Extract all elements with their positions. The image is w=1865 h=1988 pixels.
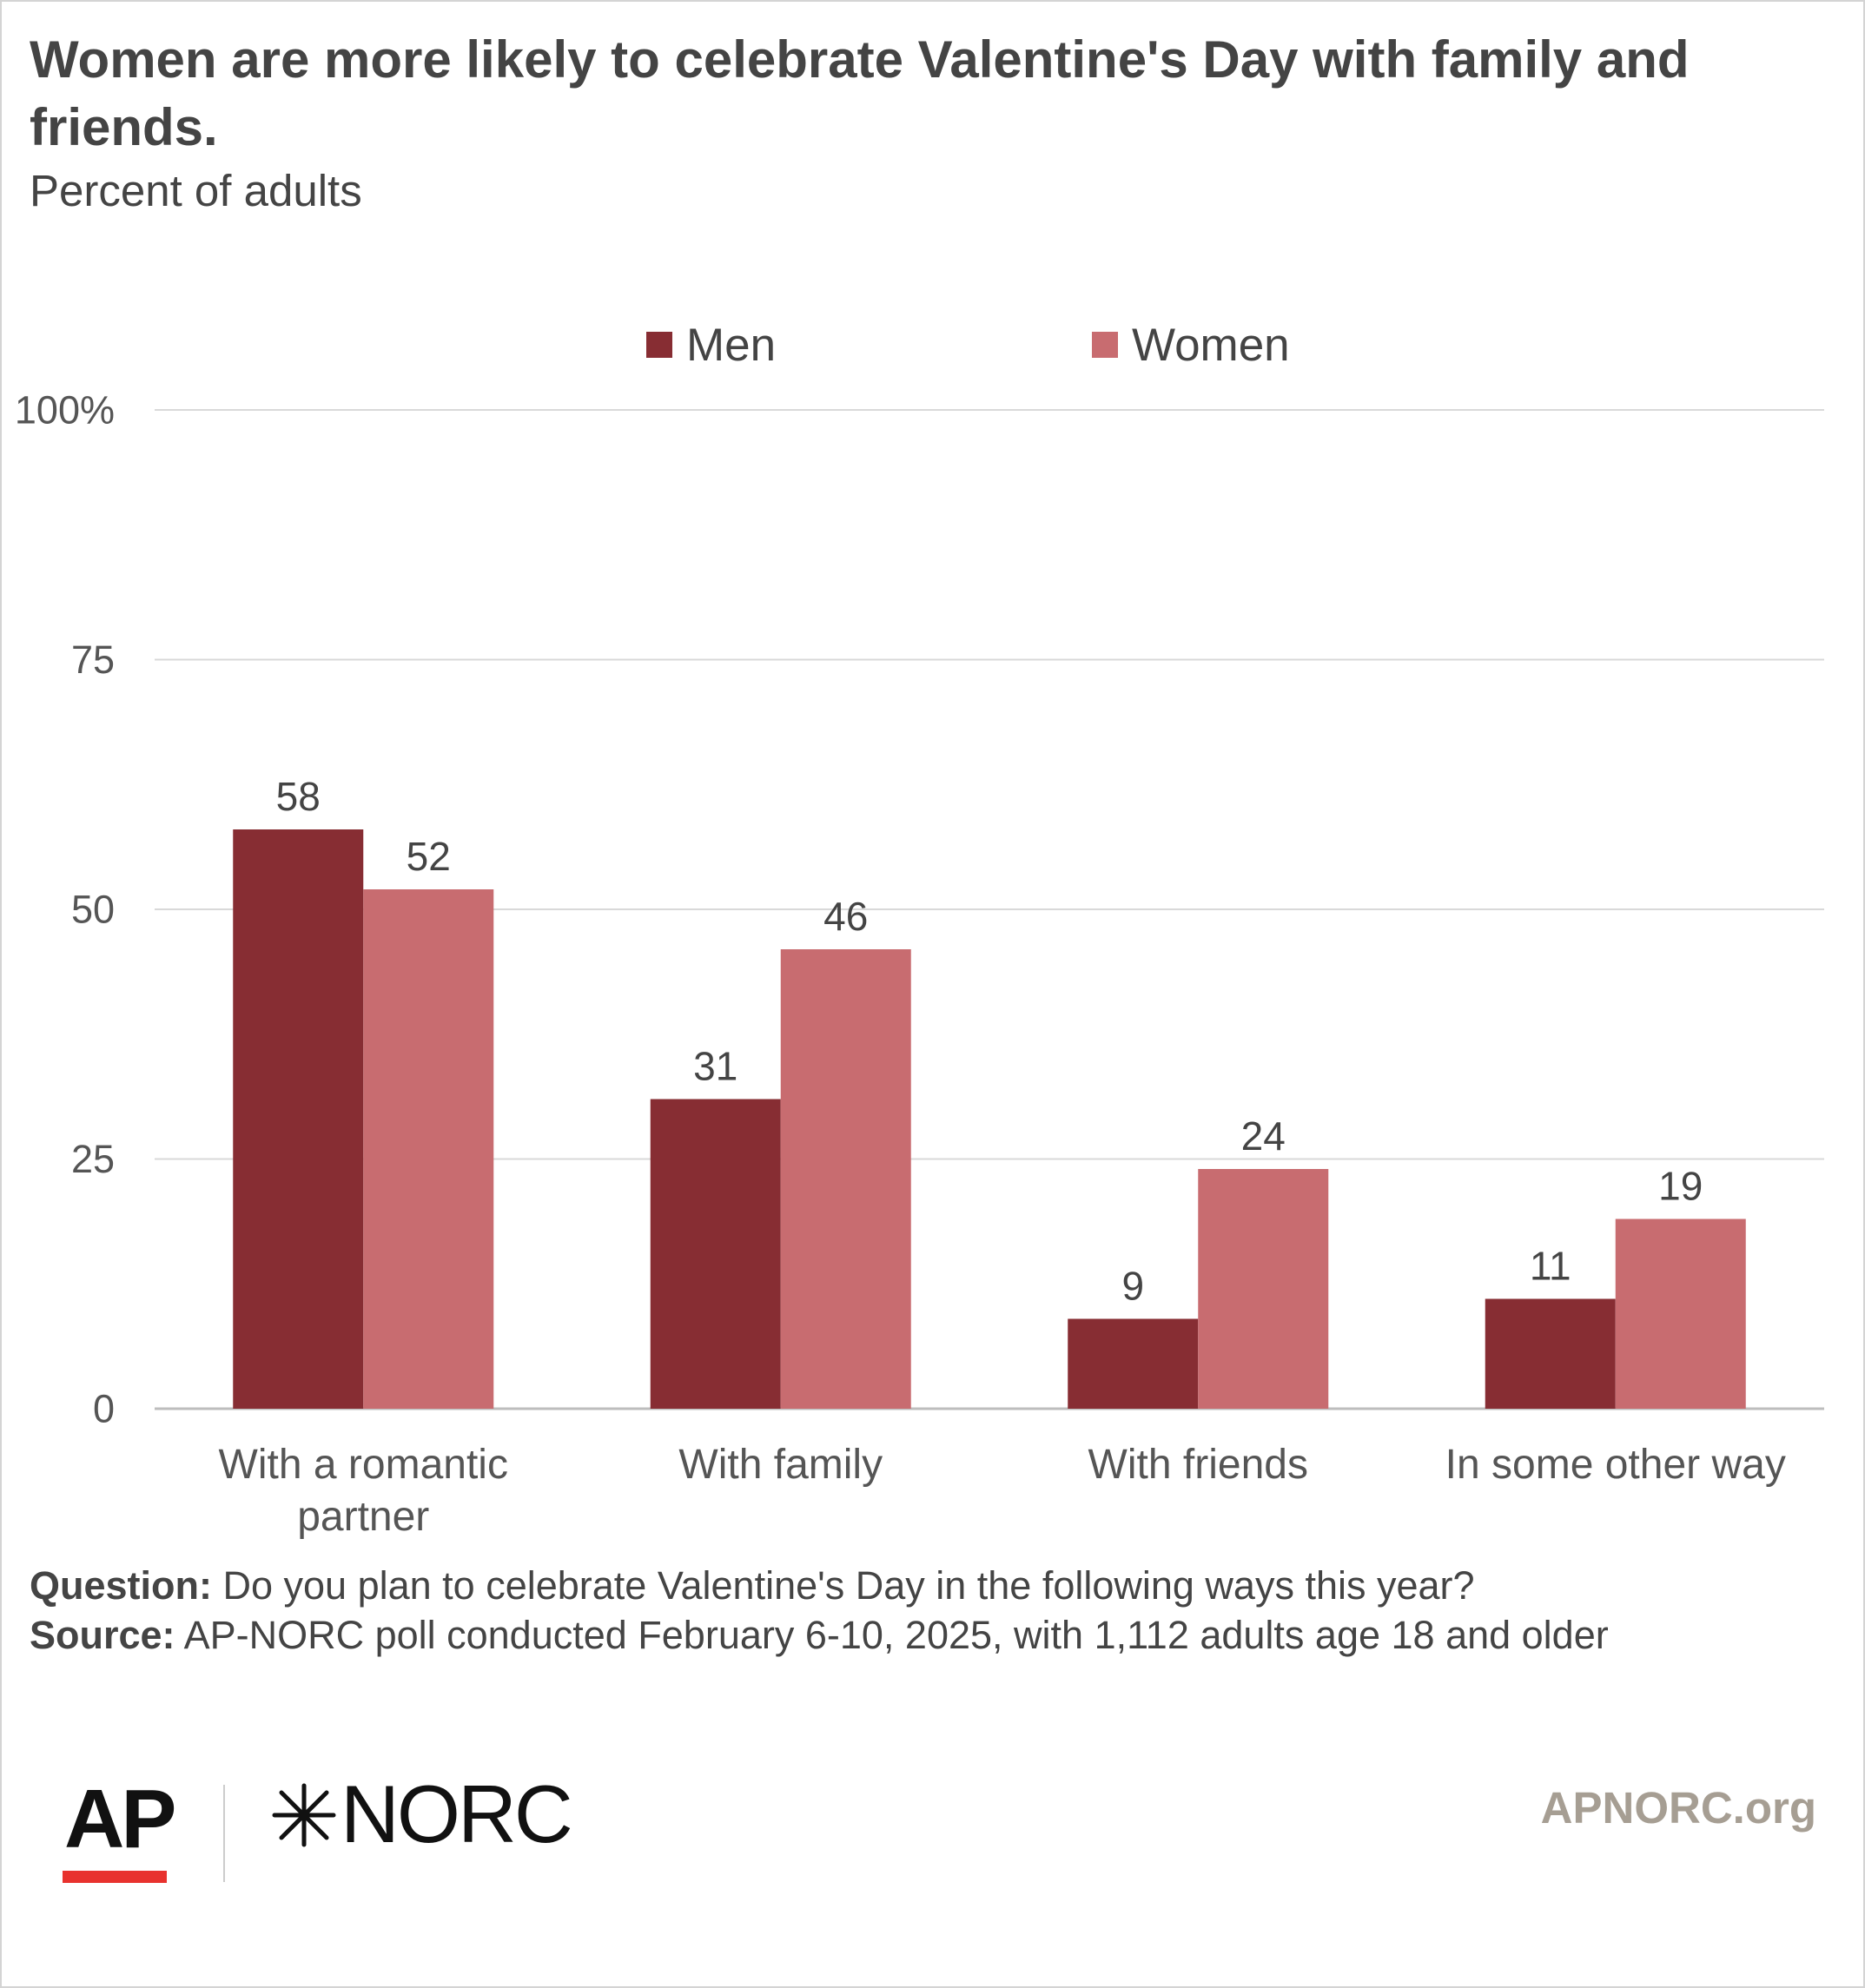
bar-men: [1485, 1298, 1616, 1409]
x-tick-label: With family: [678, 1442, 883, 1488]
question-note: Question: Do you plan to celebrate Valen…: [30, 1563, 1475, 1608]
data-label: 24: [1241, 1113, 1286, 1159]
legend-label-men: Men: [686, 319, 777, 371]
y-tick-label: 75: [71, 637, 115, 682]
data-label: 58: [276, 774, 321, 819]
norc-star-icon: [272, 1783, 336, 1847]
bar-women: [1198, 1169, 1329, 1409]
ap-logo-underline: [63, 1871, 167, 1883]
y-tick-label: 50: [71, 888, 115, 932]
source-text: AP-NORC poll conducted February 6-10, 20…: [175, 1613, 1609, 1657]
legend-item-men: Men: [646, 314, 776, 375]
bar-women: [1615, 1219, 1746, 1409]
x-tick-label: In some other way: [1445, 1442, 1786, 1488]
bar-men: [1068, 1318, 1199, 1409]
data-label: 19: [1658, 1164, 1703, 1209]
chart-subtitle: Percent of adults: [30, 166, 362, 215]
data-label: 9: [1121, 1264, 1144, 1309]
legend-swatch-men: [646, 332, 672, 358]
y-tick-label: 100%: [15, 388, 115, 433]
logo-divider: [223, 1785, 225, 1882]
x-tick-label: With friends: [1088, 1442, 1308, 1488]
x-tick-label: With a romantic partner: [219, 1442, 508, 1540]
source-note: Source: AP-NORC poll conducted February …: [30, 1613, 1609, 1658]
question-text: Do you plan to celebrate Valentine's Day…: [212, 1563, 1475, 1608]
legend-item-women: Women: [1092, 314, 1290, 375]
norc-logo: NORC: [341, 1768, 573, 1859]
y-tick-label: 0: [93, 1387, 115, 1431]
legend-swatch-women: [1092, 332, 1118, 358]
y-tick-label: 25: [71, 1137, 115, 1181]
bar-women: [780, 949, 911, 1409]
ap-logo: AP: [64, 1773, 176, 1866]
data-label: 46: [823, 894, 868, 939]
site-url: APNORC.org: [1540, 1783, 1816, 1833]
chart-title: Women are more likely to celebrate Valen…: [30, 30, 1690, 156]
bar-chart: 0 25 50 75 100% 58 52 With a romantic partner 31 4…: [15, 388, 1824, 1540]
bar-women: [363, 889, 494, 1409]
bar-men: [233, 829, 364, 1409]
source-label: Source:: [30, 1613, 175, 1657]
legend: Men Women: [0, 314, 1865, 375]
bar-men: [650, 1099, 781, 1409]
data-label: 11: [1530, 1244, 1571, 1289]
question-label: Question:: [30, 1563, 212, 1608]
legend-label-women: Women: [1132, 319, 1290, 371]
data-label: 52: [407, 834, 451, 879]
data-label: 31: [693, 1044, 737, 1089]
